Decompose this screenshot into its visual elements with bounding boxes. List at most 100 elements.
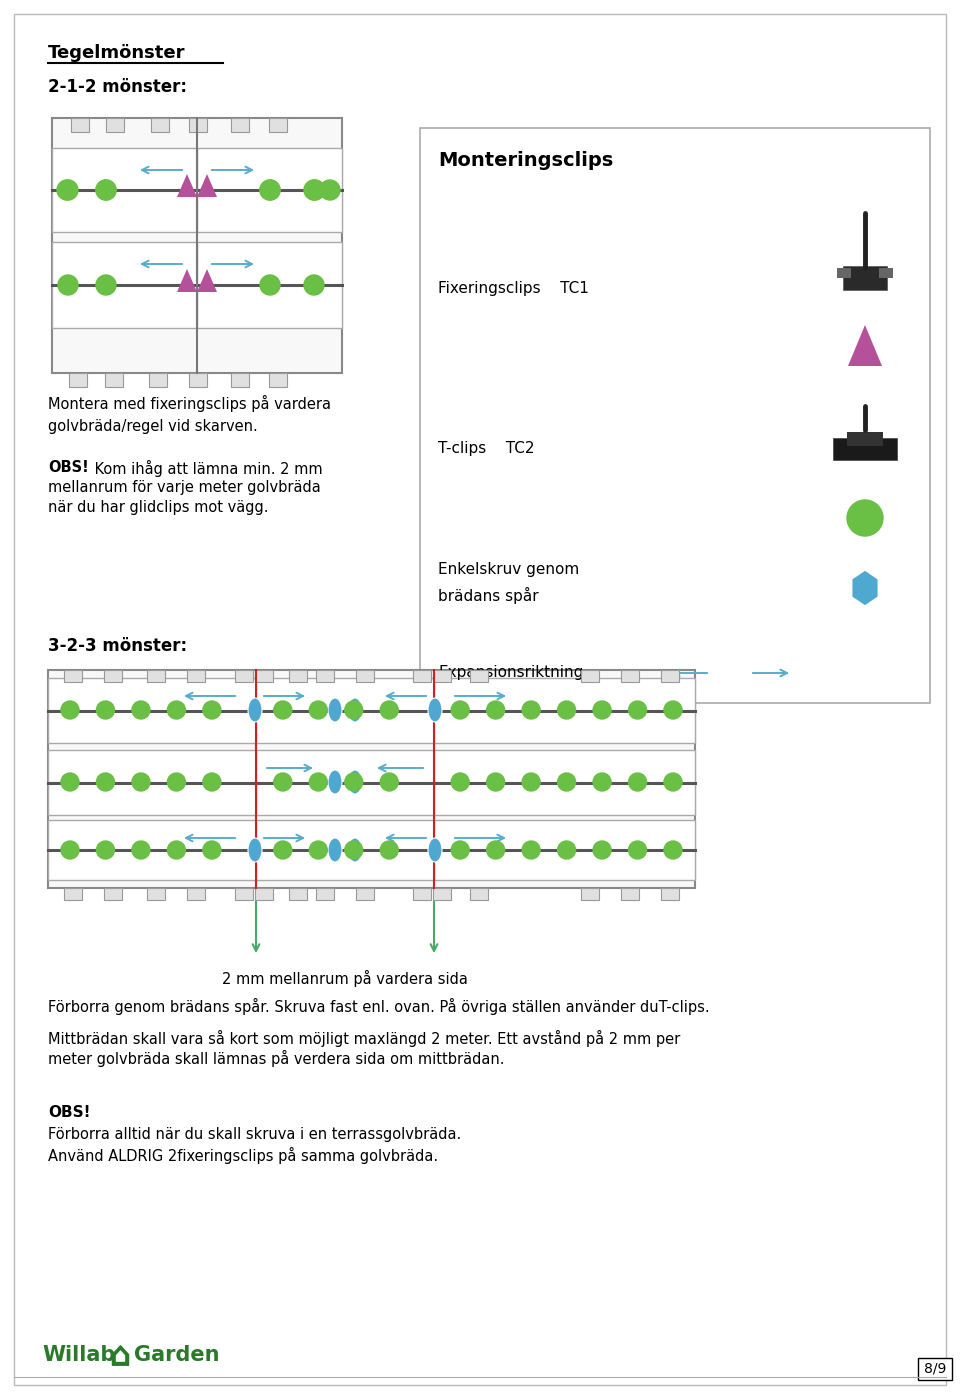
Text: 2-1-2 mönster:: 2-1-2 mönster: — [48, 78, 187, 96]
Circle shape — [309, 841, 327, 859]
Text: OBS!: OBS! — [48, 460, 88, 475]
Circle shape — [380, 701, 398, 719]
Text: Expansionsriktning: Expansionsriktning — [438, 665, 584, 680]
Text: Willab: Willab — [42, 1345, 115, 1365]
Polygon shape — [848, 325, 882, 367]
Circle shape — [629, 774, 646, 790]
Circle shape — [96, 180, 116, 199]
FancyBboxPatch shape — [837, 268, 851, 277]
Text: 2 mm mellanrum på vardera sida: 2 mm mellanrum på vardera sida — [222, 970, 468, 987]
Circle shape — [132, 774, 150, 790]
Circle shape — [522, 701, 540, 719]
Circle shape — [167, 774, 185, 790]
Circle shape — [96, 275, 116, 296]
Ellipse shape — [328, 698, 342, 722]
Circle shape — [274, 774, 292, 790]
Bar — [235, 888, 253, 901]
Text: Mittbrädan skall vara så kort som möjligt maxlängd 2 meter. Ett avstånd på 2 mm : Mittbrädan skall vara så kort som möjlig… — [48, 1030, 681, 1047]
Polygon shape — [177, 269, 197, 291]
Polygon shape — [197, 174, 217, 197]
Bar — [64, 888, 82, 901]
Bar — [420, 128, 930, 703]
Text: OBS!: OBS! — [48, 1105, 90, 1119]
Circle shape — [487, 701, 505, 719]
Circle shape — [309, 701, 327, 719]
Text: Förborra alltid när du skall skruva i en terrassgolvbräda.: Förborra alltid när du skall skruva i en… — [48, 1126, 461, 1142]
Circle shape — [451, 841, 469, 859]
Circle shape — [558, 701, 576, 719]
Circle shape — [558, 841, 576, 859]
Bar — [434, 677, 695, 743]
Bar — [356, 888, 374, 901]
Bar — [433, 671, 451, 682]
Bar — [269, 374, 287, 388]
Circle shape — [380, 841, 398, 859]
Text: Använd ALDRIG 2fixeringsclips på samma golvbräda.: Använd ALDRIG 2fixeringsclips på samma g… — [48, 1147, 438, 1164]
Ellipse shape — [248, 698, 262, 722]
Circle shape — [664, 841, 682, 859]
Circle shape — [380, 774, 398, 790]
Bar — [48, 671, 695, 888]
Bar — [187, 888, 205, 901]
Circle shape — [664, 701, 682, 719]
Ellipse shape — [328, 838, 342, 861]
Bar — [316, 671, 334, 682]
Ellipse shape — [328, 769, 342, 795]
Text: T-clips    TC2: T-clips TC2 — [438, 441, 535, 456]
Circle shape — [522, 841, 540, 859]
Circle shape — [304, 275, 324, 296]
Bar — [581, 671, 599, 682]
Bar — [197, 243, 342, 328]
Bar — [621, 671, 639, 682]
Circle shape — [203, 774, 221, 790]
Polygon shape — [852, 570, 878, 606]
Circle shape — [61, 841, 79, 859]
Ellipse shape — [428, 698, 442, 722]
Circle shape — [304, 180, 324, 199]
Circle shape — [260, 180, 280, 199]
Bar — [48, 820, 256, 880]
Circle shape — [96, 841, 114, 859]
Bar — [269, 118, 287, 132]
Circle shape — [203, 701, 221, 719]
Bar — [105, 374, 123, 388]
Text: Garden: Garden — [134, 1345, 220, 1365]
Bar — [149, 374, 167, 388]
Bar — [106, 118, 124, 132]
Bar — [147, 671, 165, 682]
Ellipse shape — [428, 838, 442, 861]
Ellipse shape — [348, 698, 362, 722]
Circle shape — [522, 774, 540, 790]
Bar — [235, 671, 253, 682]
Bar — [256, 750, 434, 815]
Circle shape — [96, 701, 114, 719]
Bar — [104, 671, 122, 682]
Bar — [434, 820, 695, 880]
Circle shape — [260, 275, 280, 296]
Bar — [104, 888, 122, 901]
Polygon shape — [197, 269, 217, 291]
Circle shape — [167, 701, 185, 719]
Circle shape — [260, 180, 280, 199]
Bar — [661, 888, 679, 901]
Bar — [52, 148, 197, 231]
Bar — [470, 671, 488, 682]
Text: 8/9: 8/9 — [924, 1362, 947, 1376]
Circle shape — [487, 774, 505, 790]
Bar — [48, 677, 256, 743]
Bar — [289, 671, 307, 682]
Ellipse shape — [348, 769, 362, 795]
Bar — [71, 118, 89, 132]
Circle shape — [96, 774, 114, 790]
Bar — [231, 374, 249, 388]
Bar — [189, 118, 207, 132]
Circle shape — [593, 774, 612, 790]
Bar — [661, 671, 679, 682]
Text: Monteringsclips: Monteringsclips — [438, 151, 613, 170]
Bar — [413, 671, 431, 682]
Bar — [64, 671, 82, 682]
Bar — [413, 888, 431, 901]
Bar — [48, 750, 256, 815]
Circle shape — [96, 180, 116, 199]
Circle shape — [451, 774, 469, 790]
